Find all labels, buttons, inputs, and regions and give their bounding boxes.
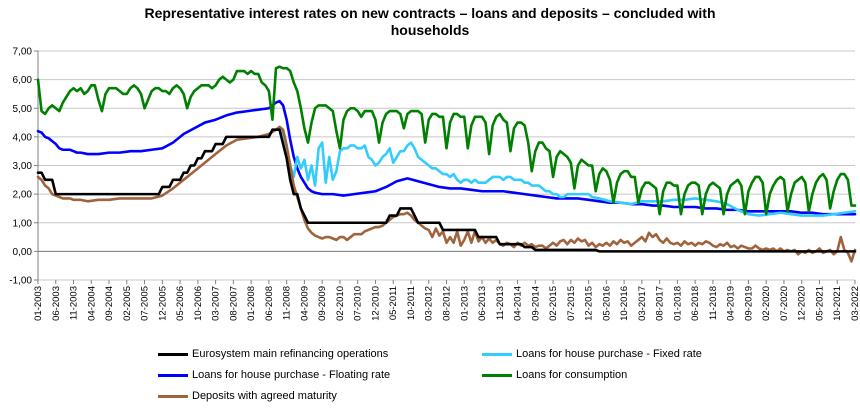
x-tick-label: 09-2019	[743, 286, 754, 321]
axes	[34, 50, 856, 284]
x-tick-label: 02-2005	[122, 286, 133, 321]
series-line-0	[36, 128, 857, 253]
legend-swatch-refinancing	[158, 352, 188, 356]
y-tick-label: 7,00	[13, 47, 33, 58]
x-tick-label: 02-2015	[548, 286, 559, 321]
x-tick-label: 12-2005	[157, 286, 168, 321]
x-tick-label: 04-2019	[726, 286, 737, 321]
x-tick-label: 04-2009	[299, 286, 310, 321]
x-tick-label: 11-2013	[495, 286, 506, 320]
x-tick-label: 10-2006	[193, 286, 204, 321]
legend-item-deposits: Deposits with agreed maturity	[158, 389, 337, 403]
x-tick-label: 06-2003	[51, 286, 62, 321]
x-tick-label: 11-2018	[708, 286, 719, 320]
x-tick-label: 11-2008	[282, 286, 293, 320]
x-tick-label: 03-2022	[850, 286, 860, 321]
x-tick-label: 09-2014	[530, 286, 541, 321]
legend-label-floating-rate: Loans for house purchase - Floating rate	[192, 369, 391, 381]
x-tick-label: 06-2013	[477, 286, 488, 321]
x-tick-label: 01-2018	[672, 286, 683, 321]
x-tick-label: 07-2010	[353, 286, 364, 321]
x-tick-label: 06-2008	[264, 286, 275, 321]
x-tick-label: 01-2013	[459, 286, 470, 321]
y-tick-label: 5,00	[13, 104, 33, 115]
legend-item-consumption: Loans for consumption	[482, 368, 627, 382]
y-tick-label: -1,00	[9, 276, 32, 287]
x-tick-labels: 01-2003 06-2003 11-2003 04-2004 09-2004 02-20…	[33, 286, 860, 321]
x-tick-label: 12-2020	[797, 286, 808, 321]
y-tick-label: 1,00	[13, 218, 33, 229]
x-tick-label: 02-2020	[761, 286, 772, 321]
x-tick-label: 03-2012	[424, 286, 435, 321]
x-tick-label: 10-2021	[832, 286, 843, 321]
x-tick-label: 01-2008	[246, 286, 257, 321]
x-tick-label: 04-2014	[513, 286, 524, 321]
y-tick-label: 2,00	[13, 190, 33, 201]
x-tick-label: 06-2018	[690, 286, 701, 321]
chart-title: Representative interest rates on new con…	[0, 5, 860, 39]
series-lines	[36, 65, 857, 263]
x-tick-label: 10-2016	[619, 286, 630, 321]
legend-swatch-fixed-rate	[482, 352, 512, 356]
x-tick-label: 08-2017	[655, 286, 666, 321]
legend-item-floating-rate: Loans for house purchase - Floating rate	[158, 368, 390, 382]
x-tick-label: 04-2004	[86, 286, 97, 321]
x-tick-label: 08-2007	[228, 286, 239, 321]
x-tick-label: 05-2011	[388, 286, 399, 320]
x-tick-label: 07-2015	[566, 286, 577, 321]
legend-item-fixed-rate: Loans for house purchase - Fixed rate	[482, 347, 702, 361]
x-tick-label: 10-2011	[406, 286, 417, 320]
legend-label-consumption: Loans for consumption	[516, 369, 628, 381]
series-line-1	[278, 126, 857, 217]
x-tick-label: 05-2016	[601, 286, 612, 321]
x-tick-label: 12-2015	[584, 286, 595, 321]
x-tick-label: 03-2007	[211, 286, 222, 321]
x-tick-label: 01-2003	[33, 286, 44, 321]
x-tick-label: 05-2021	[814, 286, 825, 321]
y-tick-label: 6,00	[13, 75, 33, 86]
series-line-3	[36, 65, 857, 216]
chart-title-line-1: Representative interest rates on new con…	[144, 5, 716, 21]
y-tick-label: 0,00	[13, 247, 33, 258]
series-line-2	[36, 99, 857, 216]
chart-title-line-2: households	[390, 22, 470, 38]
legend-label-fixed-rate: Loans for house purchase - Fixed rate	[516, 348, 702, 360]
x-tick-label: 02-2010	[335, 286, 346, 321]
x-tick-label: 11-2003	[69, 286, 80, 320]
y-tick-label: 3,00	[13, 161, 33, 172]
legend-item-refinancing: Eurosystem main refinancing operations	[158, 347, 388, 361]
x-tick-label: 09-2004	[104, 286, 115, 321]
x-tick-label: 08-2012	[442, 286, 453, 321]
y-tick-labels: -1,00 0,00 1,00 2,00 3,00 4,00 5,00 6,00 7,00	[9, 47, 32, 287]
x-tick-label: 07-2020	[779, 286, 790, 321]
legend-swatch-deposits	[158, 394, 188, 398]
legend-swatch-consumption	[482, 373, 512, 377]
x-tick-label: 09-2009	[317, 286, 328, 321]
legend-label-refinancing: Eurosystem main refinancing operations	[192, 348, 389, 360]
x-tick-label: 03-2017	[637, 286, 648, 321]
legend-swatch-floating-rate	[158, 373, 188, 377]
x-tick-label: 05-2006	[175, 286, 186, 321]
legend-label-deposits: Deposits with agreed maturity	[192, 390, 337, 402]
y-tick-label: 4,00	[13, 132, 33, 143]
x-tick-label: 12-2010	[370, 286, 381, 321]
x-tick-label: 07-2005	[140, 286, 151, 321]
